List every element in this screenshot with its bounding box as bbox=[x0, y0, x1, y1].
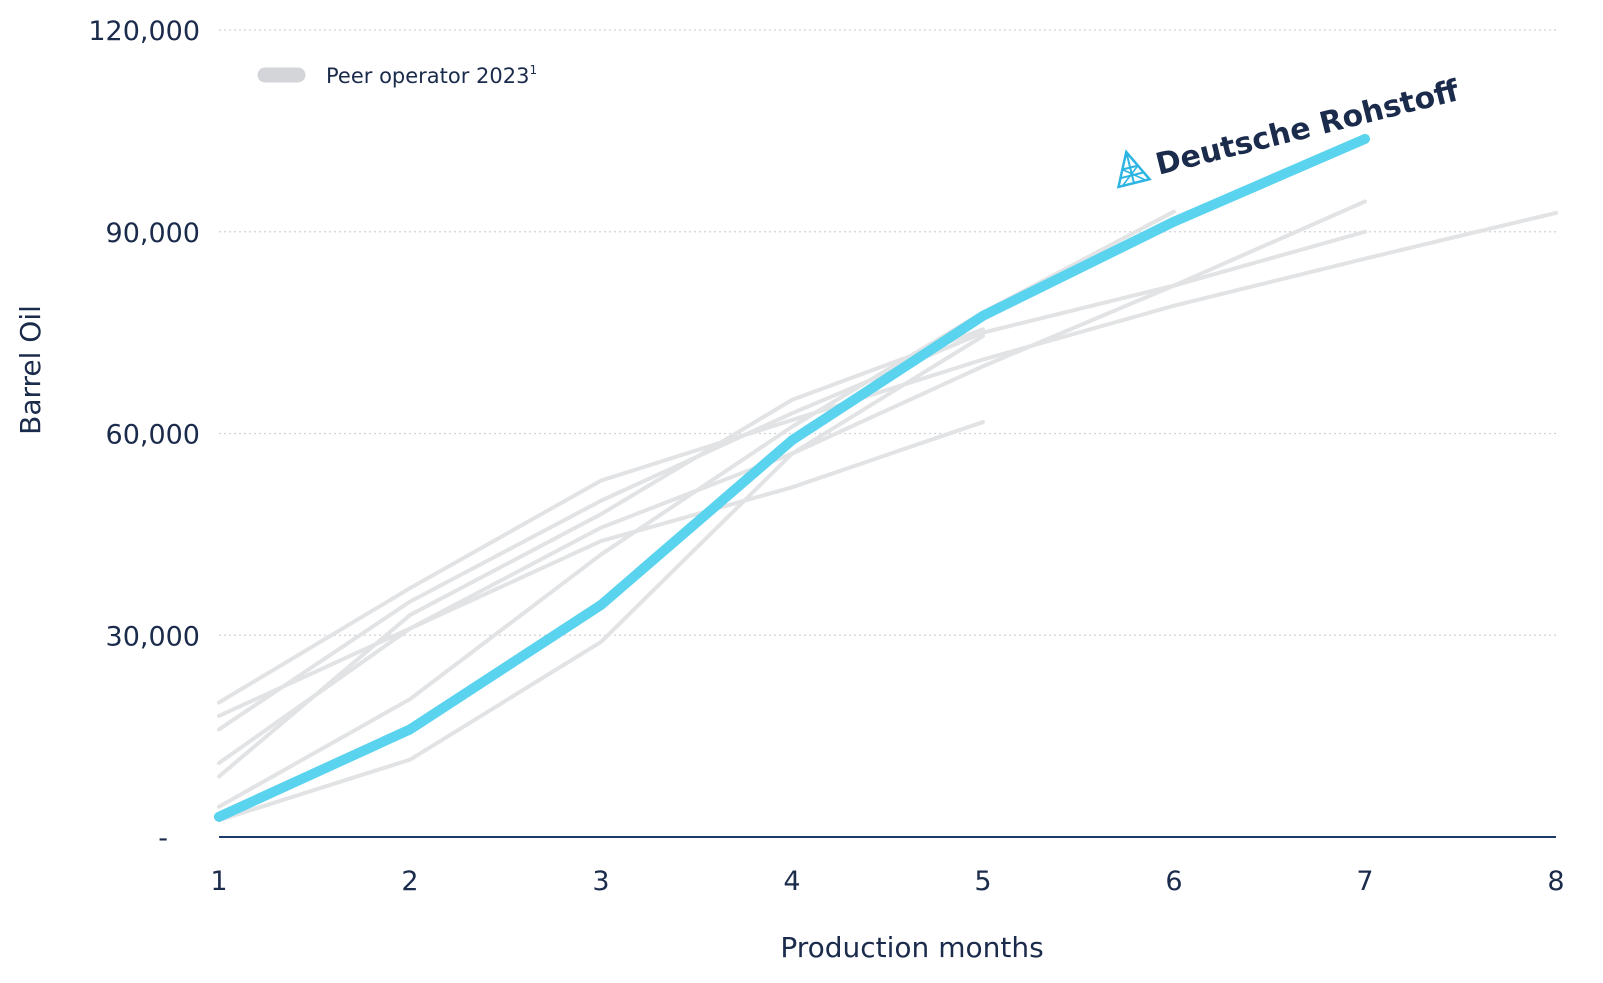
series-line-peer bbox=[217, 333, 985, 823]
legend-label-text: Peer operator 2023 bbox=[326, 64, 530, 88]
y-tick-label: 60,000 bbox=[106, 420, 200, 451]
x-tick-label: 6 bbox=[1165, 866, 1182, 897]
x-tick-label: 7 bbox=[1356, 866, 1373, 897]
series-line-peer bbox=[217, 209, 1176, 809]
x-tick-label: 4 bbox=[783, 866, 800, 897]
legend-footnote-marker: 1 bbox=[530, 63, 538, 77]
series-line-peer bbox=[217, 199, 1367, 766]
derrick-icon bbox=[1116, 149, 1152, 189]
legend: Peer operator 20231 bbox=[257, 63, 537, 88]
series-line-deutsche-rohstoff bbox=[214, 133, 1370, 822]
y-tick-label: 120,000 bbox=[88, 16, 200, 47]
series-line-peer bbox=[217, 210, 1558, 705]
highlight-series-line bbox=[214, 133, 1370, 822]
y-tick-label: 30,000 bbox=[106, 621, 200, 652]
series-line-peer bbox=[217, 327, 985, 779]
series-line-peer bbox=[217, 420, 985, 718]
legend-label: Peer operator 20231 bbox=[326, 63, 537, 88]
x-axis-title: Production months bbox=[780, 931, 1043, 964]
x-tick-label: 1 bbox=[210, 866, 227, 897]
y-tick-label: - bbox=[158, 823, 168, 854]
x-tick-label: 2 bbox=[401, 866, 418, 897]
series-line-peer bbox=[217, 229, 1367, 732]
axes: - 30,000 60,000 90,000 120,000 1 2 3 4 5 6 7 8 bbox=[88, 16, 1564, 897]
peer-series-lines bbox=[217, 199, 1558, 823]
x-tick-label: 8 bbox=[1547, 866, 1564, 897]
x-tick-label: 3 bbox=[592, 866, 609, 897]
x-tick-label: 5 bbox=[974, 866, 991, 897]
y-tick-label: 90,000 bbox=[106, 218, 200, 249]
y-axis-title: Barrel Oil bbox=[14, 305, 47, 435]
